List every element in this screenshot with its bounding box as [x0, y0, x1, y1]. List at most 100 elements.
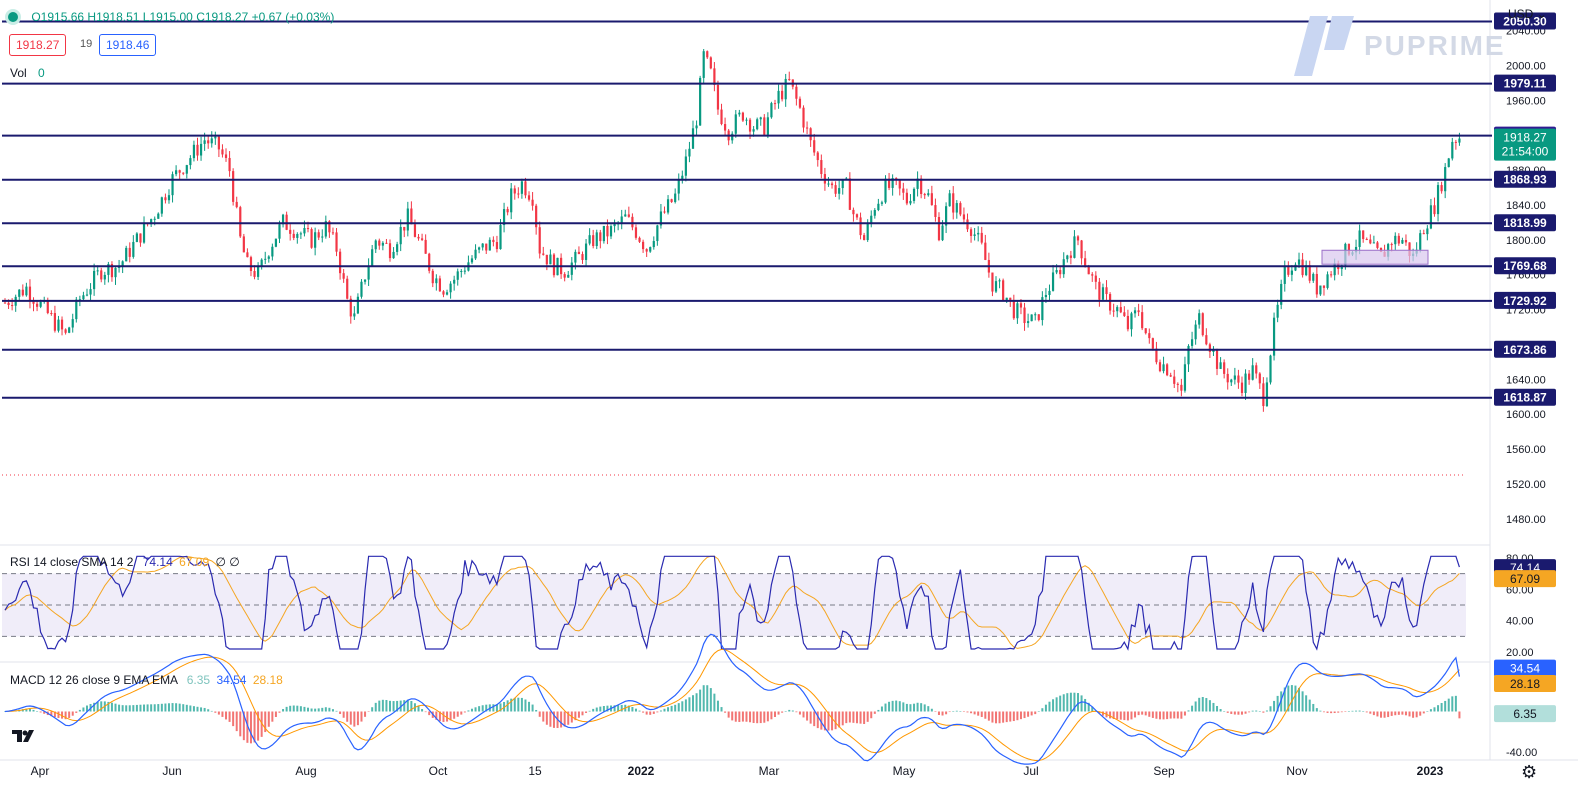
candle-body	[877, 203, 880, 211]
candle-body	[552, 254, 556, 276]
macd-histogram-bar	[503, 701, 506, 712]
candle-body	[1347, 243, 1351, 255]
candle-body	[584, 243, 588, 260]
macd-histogram-bar	[941, 711, 944, 716]
macd-histogram-bar	[217, 711, 220, 715]
candle-body	[788, 78, 791, 80]
candle-body	[96, 270, 99, 272]
time-axis-label: May	[893, 764, 916, 778]
macd-histogram-bar	[749, 711, 752, 723]
candle-body	[980, 232, 983, 243]
macd-histogram-bar	[1376, 711, 1379, 717]
macd-histogram-bar	[221, 711, 224, 717]
candle-body	[1144, 328, 1147, 334]
tradingview-logo-icon[interactable]	[10, 726, 36, 746]
macd-histogram-bar	[1415, 711, 1418, 718]
candle-body	[1034, 314, 1037, 316]
price-tick-label: 1800.00	[1506, 235, 1546, 247]
candle-body	[517, 193, 520, 195]
candle-body	[121, 261, 124, 267]
macd-histogram-bar	[492, 704, 495, 712]
macd-histogram-bar	[1180, 711, 1183, 719]
candle-body	[342, 273, 345, 279]
candle-body	[481, 243, 484, 248]
candle-body	[93, 270, 96, 290]
candle-body	[994, 281, 998, 292]
macd-histogram-bar	[1126, 711, 1129, 721]
candle-body	[82, 295, 85, 300]
candle-body	[1105, 287, 1108, 295]
candle-body	[499, 225, 502, 250]
macd-histogram-bar	[1308, 699, 1311, 712]
macd-histogram-bar	[303, 706, 306, 712]
candle-body	[125, 247, 128, 262]
macd-histogram-bar	[1123, 711, 1126, 721]
macd-histogram-bar	[1055, 697, 1058, 712]
candle-body	[873, 210, 876, 216]
candle-body	[199, 143, 203, 156]
candle-body	[1362, 230, 1365, 239]
candle-body	[335, 232, 338, 252]
candle-body	[1280, 283, 1283, 305]
macd-histogram-bar	[1112, 711, 1115, 720]
rsi-value-tag-label: 67.09	[1510, 572, 1540, 586]
candle-body	[1166, 364, 1169, 376]
currency-selector[interactable]: USD ⌄	[1508, 7, 1547, 21]
candle-body	[570, 262, 573, 275]
macd-histogram-bar	[246, 711, 249, 743]
ohlc-open: O1915.66	[31, 10, 85, 24]
macd-signal-value: 28.18	[252, 673, 283, 687]
macd-histogram-bar	[274, 711, 277, 717]
candle-body	[292, 233, 295, 238]
supply-zone	[1321, 249, 1429, 265]
macd-histogram-bar	[1101, 711, 1104, 716]
candle-body	[538, 227, 541, 254]
macd-histogram-bar	[267, 711, 270, 727]
macd-histogram-bar	[210, 710, 213, 712]
candle-body	[338, 251, 342, 274]
candle-body	[905, 192, 908, 204]
macd-histogram-bar	[702, 685, 705, 712]
candle-body	[941, 225, 944, 241]
macd-histogram-bar	[820, 711, 823, 730]
macd-histogram-bar	[877, 709, 880, 712]
macd-histogram-bar	[599, 706, 602, 712]
macd-histogram-bar	[1005, 711, 1008, 723]
macd-histogram-bar	[535, 709, 538, 712]
candle-body	[431, 270, 434, 284]
macd-histogram-bar	[670, 705, 673, 712]
sell-price-button[interactable]: 1918.27	[9, 34, 67, 56]
candle-body	[741, 112, 745, 121]
macd-histogram-bar	[656, 711, 659, 713]
macd-histogram-bar	[727, 711, 730, 718]
macd-histogram-bar	[118, 704, 121, 712]
macd-histogram-bar	[795, 711, 798, 713]
macd-histogram-bar	[321, 707, 324, 712]
candle-body	[1005, 297, 1008, 301]
buy-price-button[interactable]: 1918.46	[99, 34, 157, 56]
candle-body	[802, 107, 805, 128]
macd-histogram-bar	[192, 706, 195, 712]
macd-histogram-bar	[1237, 711, 1240, 715]
candle-body	[720, 109, 723, 125]
volume-legend: Vol 0	[10, 66, 45, 80]
candle-body	[1354, 246, 1358, 253]
macd-histogram-bar	[592, 708, 595, 712]
macd-histogram-bar	[1151, 711, 1154, 718]
candle-body	[969, 229, 973, 236]
rsi-legend: RSI 14 close SMA 14 2 74.14 67.09 ∅ ∅	[10, 555, 240, 569]
candle-body	[85, 294, 89, 296]
candle-body	[770, 103, 773, 118]
candle-body	[214, 136, 217, 139]
rsi-value: 74.14	[142, 555, 173, 569]
candle-body	[1108, 294, 1112, 311]
macd-histogram-bar	[848, 711, 851, 723]
macd-histogram-bar	[364, 711, 367, 717]
candle-body	[830, 183, 834, 186]
macd-histogram-bar	[310, 708, 313, 712]
candle-body	[1187, 345, 1190, 365]
gear-icon[interactable]: ⚙	[1521, 762, 1538, 782]
macd-histogram-bar	[859, 711, 862, 724]
macd-histogram-bar	[1283, 687, 1286, 712]
